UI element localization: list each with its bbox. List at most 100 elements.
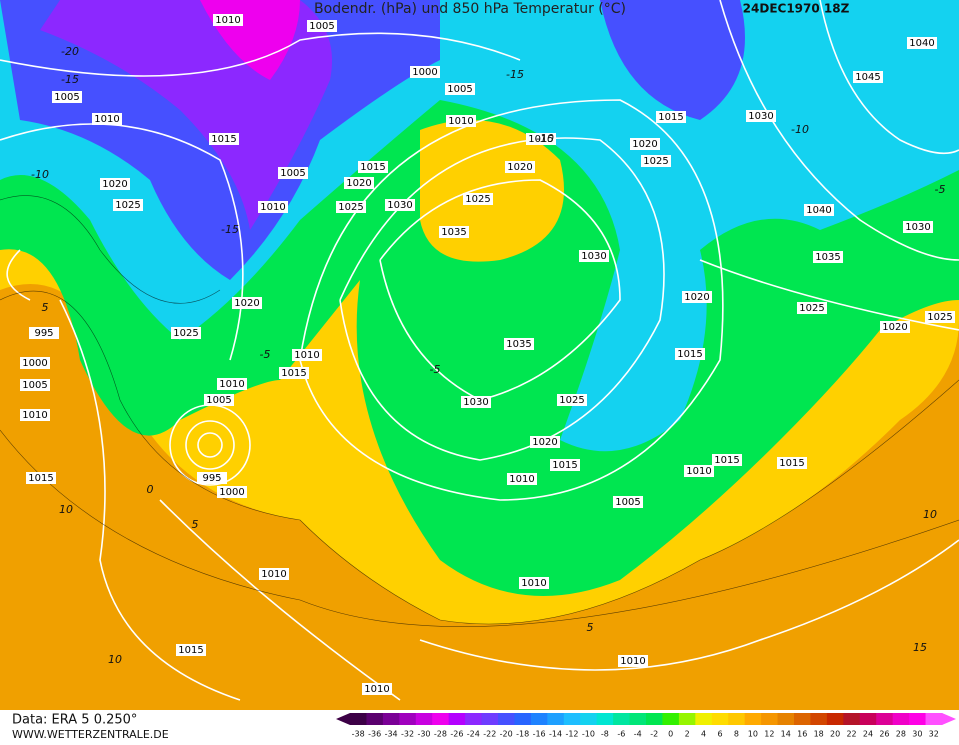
isobar-label: 1020 <box>532 437 557 448</box>
isobar-label-box <box>463 193 493 205</box>
temperature-label: -5 <box>935 183 946 196</box>
isobar-label-box <box>550 459 580 471</box>
colorbar-swatch <box>892 713 910 725</box>
colorbar-tick-label: -8 <box>601 730 609 739</box>
isobar-label: 1035 <box>815 252 840 263</box>
isobar-label-box <box>526 133 556 145</box>
isobar-label-box <box>100 178 130 190</box>
isobar-label: 1015 <box>281 368 306 379</box>
isobar-label-box <box>259 568 289 580</box>
temperature-label: -15 <box>221 223 239 236</box>
isobar-label: 1015 <box>714 455 739 466</box>
isobar-label-box <box>530 436 560 448</box>
colorbar-swatch <box>629 713 647 725</box>
isobar-label-box <box>777 457 807 469</box>
isobar-label: 1015 <box>211 134 236 145</box>
isobar-label-box <box>292 349 322 361</box>
colorbar-swatch <box>662 713 680 725</box>
colorbar-tick-label: 18 <box>814 730 824 739</box>
isobar-label-box <box>20 379 50 391</box>
temperature-label: 5 <box>587 621 594 634</box>
temperature-label: 5 <box>42 301 49 314</box>
isobar-label-box <box>20 409 50 421</box>
isobar-label: 1010 <box>509 474 534 485</box>
colorbar-tick-label: -16 <box>533 730 546 739</box>
isobar-label: 1015 <box>677 349 702 360</box>
isobar-label: 1020 <box>507 162 532 173</box>
colorbar-swatch <box>530 713 548 725</box>
colorbar-swatch <box>695 713 713 725</box>
isobar-label-box <box>507 473 537 485</box>
isobar-label: 1030 <box>905 222 930 233</box>
isobar-label-box <box>362 683 392 695</box>
isobar-label: 1005 <box>309 21 334 32</box>
temperature-label: -20 <box>61 45 79 58</box>
colorbar-tick-label: 30 <box>912 730 922 739</box>
colorbar-swatch <box>415 713 433 725</box>
colorbar-tick-label: 20 <box>830 730 840 739</box>
colorbar-tick-label: 2 <box>685 730 690 739</box>
colorbar-swatch <box>646 713 663 725</box>
colorbar-tick-label: -36 <box>368 730 381 739</box>
colorbar-swatch <box>909 713 927 725</box>
isobar-label: 1005 <box>54 92 79 103</box>
colorbar-swatch <box>498 713 515 725</box>
isobar-label: 1010 <box>260 202 285 213</box>
colorbar-swatch <box>925 713 943 725</box>
colorbar-swatch <box>613 713 631 725</box>
isobar-label: 1015 <box>658 112 683 123</box>
colorbar-swatch <box>481 713 499 725</box>
colorbar-tick-label: -20 <box>500 730 513 739</box>
isobar-label: 1015 <box>360 162 385 173</box>
isobar-label: 1010 <box>448 116 473 127</box>
colorbar-tick-label: -28 <box>434 730 447 739</box>
isobar-label-box <box>204 394 234 406</box>
isobar-label: 1000 <box>219 487 244 498</box>
isobar-label-box <box>176 644 206 656</box>
isobar-label-box <box>217 486 247 498</box>
colorbar-tick-label: 0 <box>668 730 673 739</box>
temperature-label: -15 <box>61 73 79 86</box>
isobar-label-box <box>641 155 671 167</box>
isobar-label-box <box>278 167 308 179</box>
isobar-label: 1010 <box>94 114 119 125</box>
colorbar-swatch <box>432 713 450 725</box>
isobar-label: 1015 <box>779 458 804 469</box>
isobar-label-box <box>684 465 714 477</box>
colorbar-tick-label: 12 <box>764 730 774 739</box>
colorbar-tick-label: -24 <box>467 730 480 739</box>
isobar-label-box <box>232 297 262 309</box>
isobar-label: 1010 <box>219 379 244 390</box>
isobar-label: 1000 <box>412 67 437 78</box>
colorbar-tick-label: 4 <box>701 730 706 739</box>
isobar-label-box <box>519 577 549 589</box>
isobar-label: 1045 <box>855 72 880 83</box>
colorbar-swatch <box>744 713 762 725</box>
colorbar-tick-label: 28 <box>896 730 906 739</box>
isobar-label: 1025 <box>465 194 490 205</box>
colorbar-tick-label: -34 <box>385 730 398 739</box>
colorbar-tick-label: 14 <box>781 730 791 739</box>
colorbar-swatch <box>761 713 779 725</box>
isobar-label: 1035 <box>506 339 531 350</box>
colorbar-tick-label: 8 <box>734 730 739 739</box>
isobar-label-box <box>307 20 337 32</box>
colorbar-tick-label: 16 <box>797 730 807 739</box>
isobar-label: 1025 <box>173 328 198 339</box>
isobar-label: 1005 <box>447 84 472 95</box>
colorbar-tick-label: -18 <box>516 730 529 739</box>
temperature-label: 10 <box>108 653 122 666</box>
colorbar-tick-label: 26 <box>879 730 889 739</box>
isobar-label: 1020 <box>234 298 259 309</box>
isobar-label: 1010 <box>261 569 286 580</box>
isobar-label: 1010 <box>620 656 645 667</box>
isobar-label-box <box>410 66 440 78</box>
colorbar-swatch <box>366 713 384 725</box>
colorbar-tick-label: 22 <box>846 730 856 739</box>
isobar-label: 1025 <box>799 303 824 314</box>
zone-blue-east <box>600 0 745 120</box>
colorbar-arrow-high <box>942 713 956 725</box>
isobar-label: 1005 <box>280 168 305 179</box>
isobar-label: 1040 <box>806 205 831 216</box>
